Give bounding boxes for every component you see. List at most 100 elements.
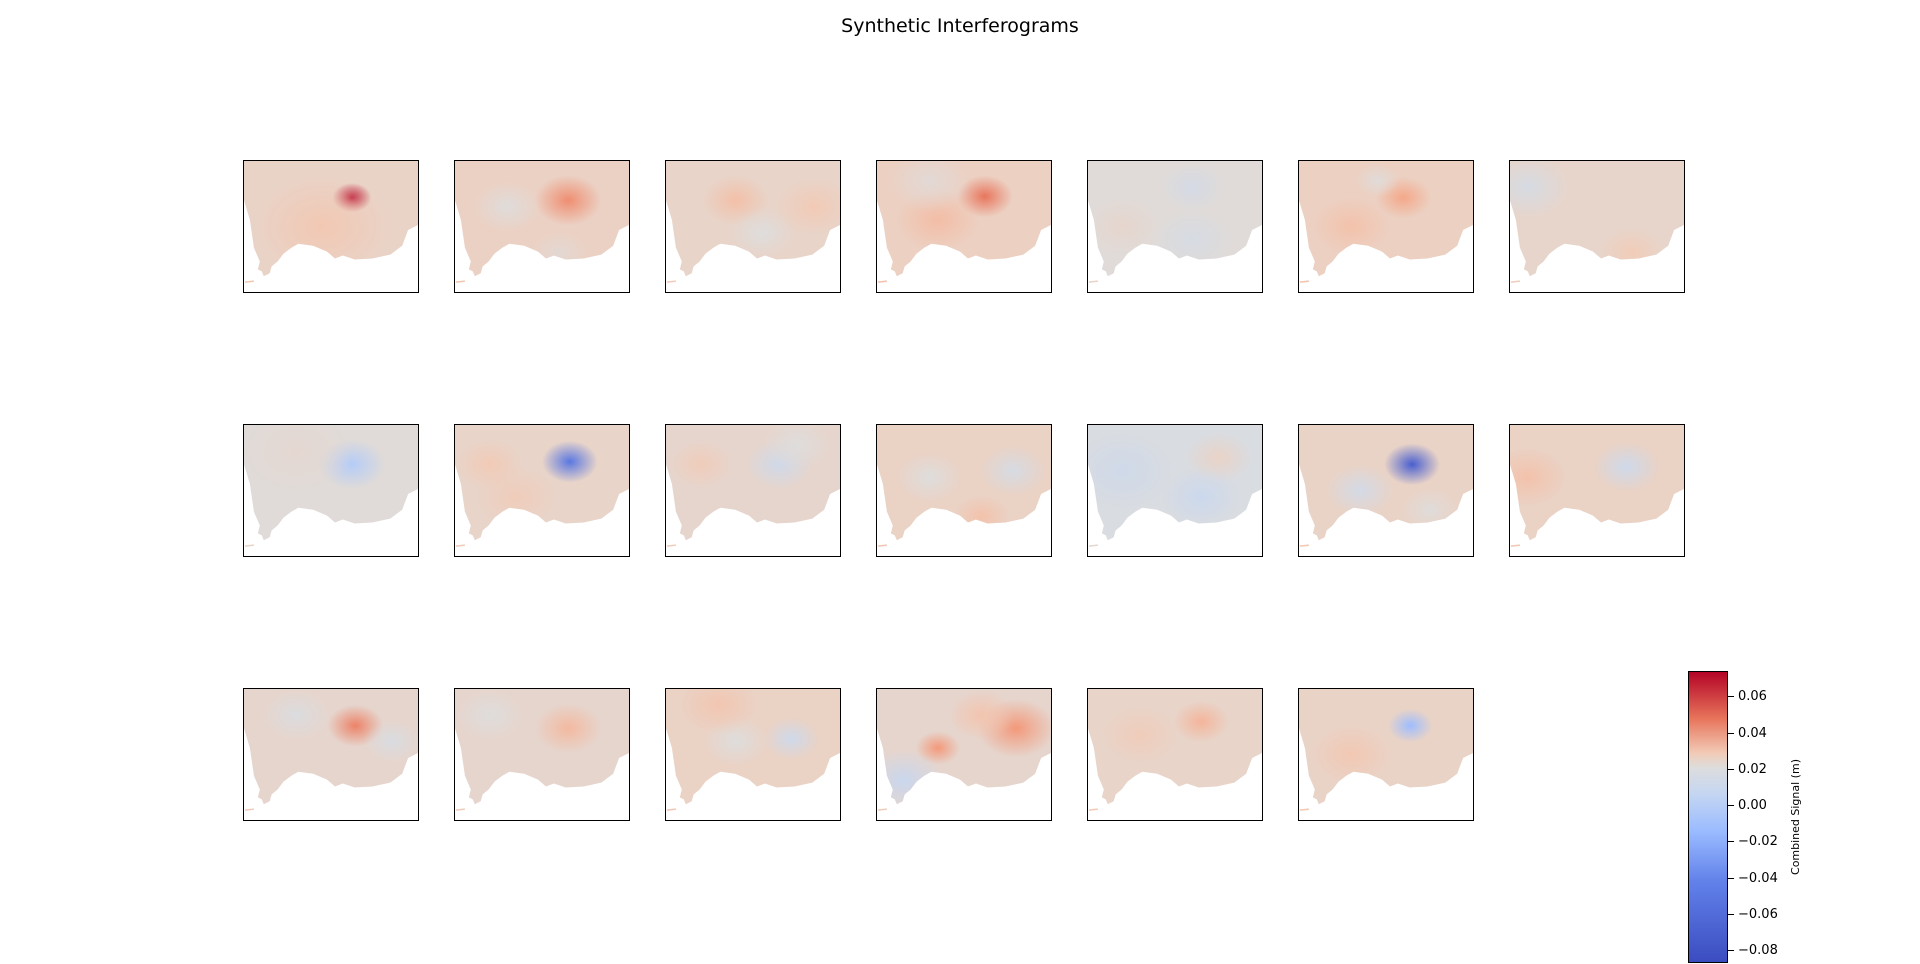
colorbar-tick: [1728, 769, 1734, 770]
islet-mark: [455, 544, 465, 547]
signal-anomaly: [1088, 197, 1162, 256]
islet-mark: [1299, 280, 1309, 283]
signal-anomaly: [1401, 489, 1458, 532]
signal-anomaly: [1150, 208, 1235, 272]
interferogram-panel-7: [1509, 160, 1685, 293]
signal-anomaly: [979, 445, 1047, 497]
islet-mark: [1299, 544, 1309, 547]
signal-anomaly: [667, 439, 735, 490]
signal-anomaly: [244, 425, 352, 494]
interferogram-panel-4: [876, 160, 1052, 293]
interferogram-panel-17: [665, 688, 841, 821]
islet-mark: [1088, 280, 1098, 283]
interferogram-panel-1: [243, 160, 419, 293]
signal-anomaly: [1593, 441, 1660, 493]
signal-anomaly: [887, 161, 971, 213]
interferogram-panel-18: [876, 688, 1052, 821]
interferogram-panel-2: [454, 160, 630, 293]
colorbar-tick-label: 0.02: [1738, 762, 1767, 777]
islet-mark: [244, 280, 254, 283]
signal-anomaly: [728, 207, 796, 259]
signal-anomaly: [252, 174, 392, 277]
colorbar-tick: [1728, 841, 1734, 842]
signal-anomaly: [947, 690, 1015, 741]
interferogram-panel-15: [243, 688, 419, 821]
islet-mark: [877, 544, 887, 547]
signal-anomaly: [534, 175, 602, 226]
colorbar-tick-label: 0.04: [1738, 726, 1767, 741]
interferogram-panel-6: [1298, 160, 1474, 293]
colorbar-tick-label: −0.06: [1738, 907, 1778, 922]
colorbar-tick: [1728, 878, 1734, 879]
interferogram-panel-20: [1298, 688, 1474, 821]
signal-anomaly: [1162, 467, 1241, 527]
signal-anomaly: [262, 690, 330, 741]
colorbar-tick-label: 0.06: [1738, 689, 1767, 704]
islet-mark: [244, 808, 254, 811]
colorbar-tick: [1728, 914, 1734, 915]
signal-anomaly: [1088, 433, 1173, 509]
colorbar-label: Combined Signal (m): [1789, 759, 1802, 875]
interferogram-panel-13: [1298, 424, 1474, 557]
signal-anomaly: [1510, 448, 1567, 507]
islet-mark: [1510, 544, 1520, 547]
islet-mark: [1299, 808, 1309, 811]
signal-anomaly: [1312, 197, 1391, 256]
islet-mark: [877, 280, 887, 283]
islet-mark: [1088, 544, 1098, 547]
signal-anomaly: [534, 703, 602, 754]
signal-anomaly: [473, 181, 541, 233]
colorbar-tick-label: −0.02: [1738, 834, 1778, 849]
islet-mark: [666, 808, 676, 811]
colorbar-tick-label: 0.00: [1738, 798, 1767, 813]
signal-anomaly: [1598, 227, 1666, 277]
signal-anomaly: [531, 231, 588, 274]
islet-mark: [244, 544, 254, 547]
interferogram-panel-5: [1087, 160, 1263, 293]
interferogram-panel-14: [1509, 424, 1685, 557]
signal-anomaly: [542, 440, 598, 483]
signal-anomaly: [456, 439, 524, 490]
figure-title: Synthetic Interferograms: [841, 15, 1079, 37]
signal-anomaly: [1510, 161, 1570, 219]
islet-mark: [455, 280, 465, 283]
signal-anomaly: [1388, 708, 1433, 743]
signal-anomaly: [679, 689, 758, 735]
colorbar-tick: [1728, 950, 1734, 951]
interferogram-panel-3: [665, 160, 841, 293]
signal-anomaly: [1326, 465, 1394, 516]
signal-anomaly: [364, 720, 418, 763]
islet-mark: [666, 544, 676, 547]
interferogram-panel-10: [665, 424, 841, 557]
signal-anomaly: [456, 690, 524, 741]
islet-mark: [877, 808, 887, 811]
colorbar-tick: [1728, 696, 1734, 697]
islet-mark: [1510, 280, 1520, 283]
colorbar-tick-label: −0.08: [1738, 943, 1778, 958]
signal-anomaly: [1384, 443, 1440, 486]
signal-anomaly: [763, 425, 830, 470]
land-background: [455, 161, 629, 277]
interferogram-panel-9: [454, 424, 630, 557]
signal-anomaly: [953, 495, 1010, 538]
islet-mark: [666, 280, 676, 283]
colorbar: [1688, 671, 1728, 963]
signal-anomaly: [1309, 723, 1393, 786]
signal-anomaly: [763, 717, 820, 760]
signal-anomaly: [895, 452, 963, 503]
interferogram-panel-12: [1087, 424, 1263, 557]
signal-anomaly: [1173, 700, 1229, 743]
signal-anomaly: [774, 177, 840, 237]
islet-mark: [455, 808, 465, 811]
signal-anomaly: [1355, 163, 1400, 198]
signal-anomaly: [1101, 705, 1180, 765]
islet-mark: [1088, 808, 1098, 811]
colorbar-tick: [1728, 805, 1734, 806]
interferogram-panel-19: [1087, 688, 1263, 821]
colorbar-tick-label: −0.04: [1738, 871, 1778, 886]
colorbar-tick: [1728, 733, 1734, 734]
interferogram-panel-16: [454, 688, 630, 821]
signal-anomaly: [1158, 162, 1226, 213]
interferogram-panel-11: [876, 424, 1052, 557]
